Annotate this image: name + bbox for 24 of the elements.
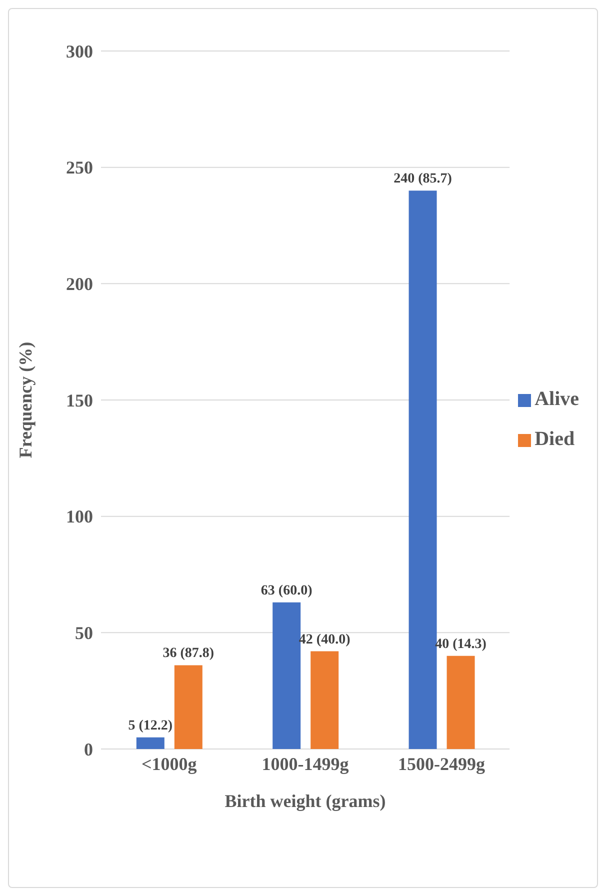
y-tick-label: 200 [66, 274, 93, 294]
bar [408, 190, 437, 749]
data-label: 63 (60.0) [260, 583, 313, 598]
legend-label: Died [534, 428, 575, 450]
bar [272, 602, 301, 749]
y-tick-label: 300 [66, 41, 93, 62]
x-axis-title: Birth weight (grams) [224, 791, 386, 811]
bar [136, 737, 164, 749]
y-tick-label: 100 [66, 506, 93, 527]
y-tick-label: 50 [75, 623, 93, 644]
y-axis-title: Frequency (%) [15, 342, 36, 458]
bar [174, 665, 202, 749]
x-tick-label: 1500-2499g [398, 754, 485, 774]
y-tick-label: 150 [66, 390, 93, 410]
bar [310, 651, 339, 749]
data-label: 5 (12.2) [128, 718, 173, 734]
y-tick-label: 0 [84, 739, 93, 760]
x-tick-label: 1000-1499g [262, 754, 349, 774]
legend-label: Alive [534, 388, 579, 410]
data-label: 240 (85.7) [394, 172, 452, 187]
x-tick-label: <1000g [141, 754, 197, 774]
data-label: 36 (87.8) [162, 646, 214, 662]
y-tick-label: 250 [66, 158, 93, 178]
bar [446, 656, 475, 749]
